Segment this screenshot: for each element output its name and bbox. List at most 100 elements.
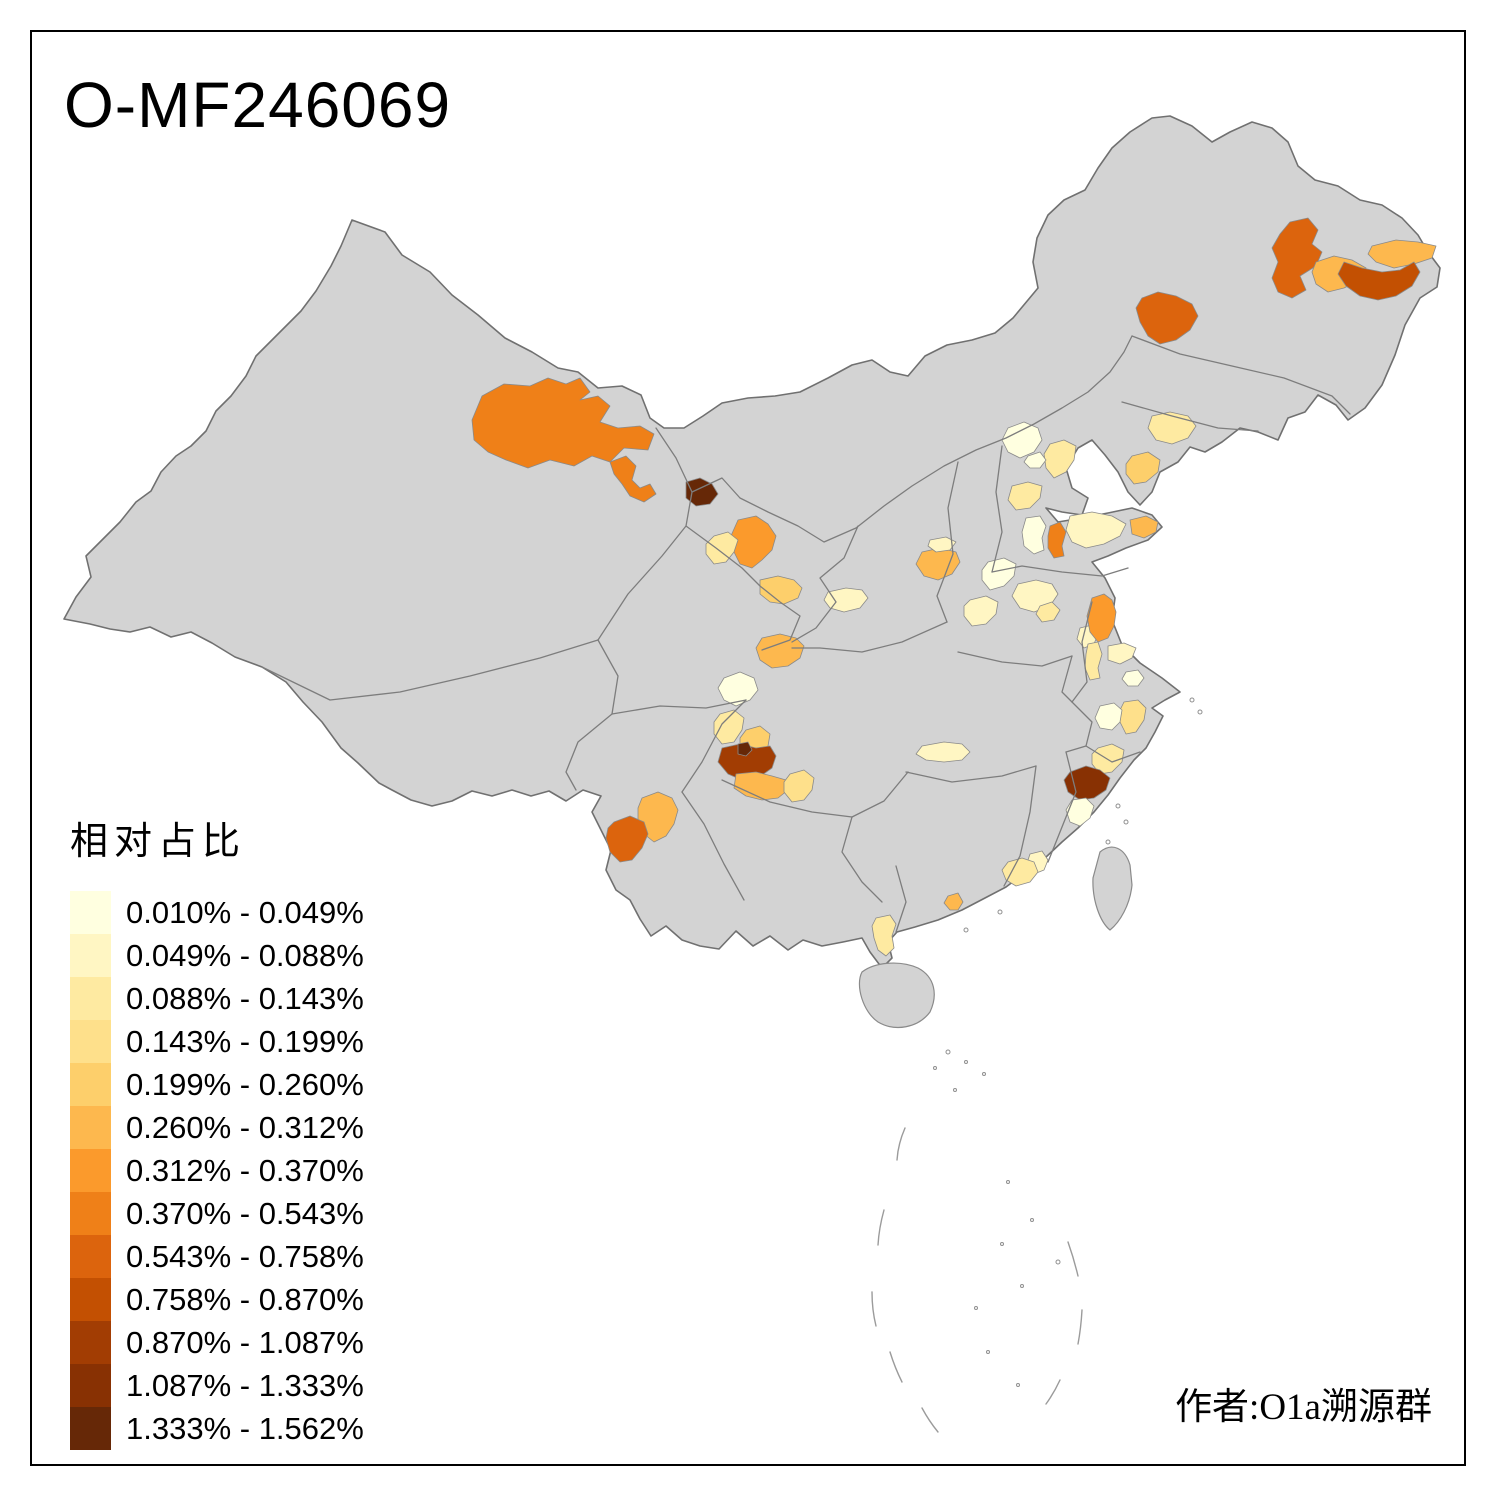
- map-region-shandong-east-tip: [1129, 515, 1159, 539]
- border-shandong-henan: [991, 565, 1129, 577]
- island-dot: [1020, 1284, 1024, 1288]
- border-inner-mongolia-south: [691, 335, 1133, 543]
- legend-swatch: [70, 1192, 111, 1235]
- border-sichuan-yunnan: [681, 699, 747, 793]
- island-dot: [1006, 1180, 1010, 1184]
- map-region-yunnan-baoshan-dark: [605, 815, 649, 863]
- map-region-inner-mongolia-east: [1135, 291, 1199, 345]
- map-region-sichuan-west-pale: [713, 709, 745, 745]
- attribution-text: 作者:O1a溯源群: [1175, 1387, 1432, 1428]
- border-zhejiang-fujian: [1085, 745, 1141, 763]
- sea-boundary-dash: [871, 1291, 877, 1327]
- legend-swatch: [70, 891, 111, 934]
- legend-label: 1.333% - 1.562%: [126, 1410, 364, 1446]
- map-region-sichuan-luzhou: [783, 769, 815, 803]
- map-region-gansu-west-pale: [705, 531, 739, 565]
- border-shanxi-shaanxi: [936, 461, 959, 623]
- border-zhejiang-anhui: [1065, 701, 1093, 753]
- legend-swatch: [70, 1321, 111, 1364]
- sea-boundary-dash: [1067, 1241, 1079, 1277]
- border-sichuan-guizhou: [721, 779, 853, 818]
- island-dot: [963, 927, 969, 933]
- map-region-jiangsu-southeast: [1107, 642, 1137, 665]
- legend-label: 0.758% - 0.870%: [126, 1281, 364, 1317]
- map-region-heilongjiang-west: [1271, 217, 1323, 299]
- legend-swatch: [70, 1364, 111, 1407]
- border-kunlun: [261, 639, 599, 701]
- legend-label: 0.543% - 0.758%: [126, 1238, 364, 1274]
- island-dot: [945, 1049, 951, 1055]
- legend-swatch: [70, 1149, 111, 1192]
- island-dot: [1189, 697, 1195, 703]
- border-jilin-liaoning: [1121, 401, 1259, 432]
- map-region-jiangsu-south-pale: [1121, 669, 1145, 687]
- map-region-xinjiang-north-b: [609, 455, 657, 503]
- border-tibet-qinghai: [565, 639, 619, 791]
- island-dot: [986, 1350, 990, 1354]
- island-dot: [974, 1306, 978, 1310]
- border-anhui-hubei: [1061, 655, 1073, 703]
- legend-item: 0.049% - 0.088%: [70, 934, 364, 977]
- island-dot: [1030, 1218, 1034, 1222]
- sea-boundary-dash: [1077, 1309, 1083, 1345]
- sea-boundary-dash: [889, 1351, 903, 1383]
- legend-swatch: [70, 1020, 111, 1063]
- hainan-island: [858, 962, 935, 1029]
- map-region-hubei-north-strip: [915, 741, 971, 763]
- map-region-guangdong-east: [1001, 857, 1039, 887]
- south-china-sea-islands: [871, 697, 1203, 1433]
- map-region-sichuan-yibin: [733, 771, 789, 801]
- map-region-shandong-central: [1065, 511, 1127, 549]
- legend-item: 0.010% - 0.049%: [70, 891, 364, 934]
- island-dot: [933, 1066, 937, 1070]
- legend-label: 0.143% - 0.199%: [126, 1023, 364, 1059]
- island-dot: [1115, 803, 1121, 809]
- map-region-heilongjiang-north-band: [1367, 239, 1437, 269]
- island-dot: [1197, 709, 1203, 715]
- sea-boundary-dash: [1045, 1379, 1061, 1405]
- map-region-shandong-west-strip: [1047, 521, 1067, 559]
- map-region-guangdong-zhongshan: [943, 892, 964, 911]
- map-region-henan-east-bit: [1035, 601, 1061, 623]
- border-qinghai-sichuan: [611, 699, 747, 715]
- legend-label: 0.049% - 0.088%: [126, 937, 364, 973]
- island-dot: [1105, 839, 1111, 845]
- map-region-heilongjiang-east-dark: [1337, 261, 1421, 301]
- border-yunnan-guangxi: [681, 791, 745, 901]
- legend-item: 0.143% - 0.199%: [70, 1020, 364, 1063]
- legend-item: 0.543% - 0.758%: [70, 1235, 364, 1278]
- legend-item: 0.260% - 0.312%: [70, 1106, 364, 1149]
- legend-item: 1.333% - 1.562%: [70, 1407, 364, 1450]
- island-dot: [997, 909, 1003, 915]
- map-region-henan-central-pale: [963, 595, 999, 627]
- map-region-gansu-east-pale: [823, 587, 869, 613]
- map-region-sichuan-dark-dot: [737, 741, 753, 757]
- border-hubei-hunan: [905, 765, 1037, 783]
- border-hunan-jiangxi: [1003, 765, 1037, 887]
- map-region-henan-west-pale: [981, 557, 1017, 591]
- map-region-gansu-lanzhou: [759, 575, 803, 605]
- legend-label: 0.088% - 0.143%: [126, 980, 364, 1016]
- border-guizhou-guangxi: [841, 816, 883, 903]
- province-borders: [261, 335, 1351, 933]
- map-region-jiangsu-coast-orange: [1086, 593, 1117, 643]
- map-region-gansu-northwest-dark: [685, 477, 719, 507]
- legend-item: 0.199% - 0.260%: [70, 1063, 364, 1106]
- legend-label: 0.010% - 0.049%: [126, 894, 364, 930]
- map-region-anhui-north-strip: [1084, 641, 1103, 681]
- legend-label: 0.370% - 0.543%: [126, 1195, 364, 1231]
- map-region-fujian-coast-cream: [1065, 797, 1095, 827]
- map-region-xinjiang-north-a: [471, 377, 655, 469]
- border-guizhou-hunan: [851, 771, 909, 818]
- map-region-liaoning-north: [1147, 411, 1197, 445]
- legend-label: 0.312% - 0.370%: [126, 1152, 364, 1188]
- legend-swatch: [70, 1278, 111, 1321]
- map-region-liaoning-south-coast: [1125, 451, 1161, 485]
- legend-label: 0.870% - 1.087%: [126, 1324, 364, 1360]
- legend-item: 0.370% - 0.543%: [70, 1192, 364, 1235]
- island-dot: [953, 1088, 957, 1092]
- map-region-zhejiang-west-cream: [1094, 702, 1123, 731]
- legend-item: 0.312% - 0.370%: [70, 1149, 364, 1192]
